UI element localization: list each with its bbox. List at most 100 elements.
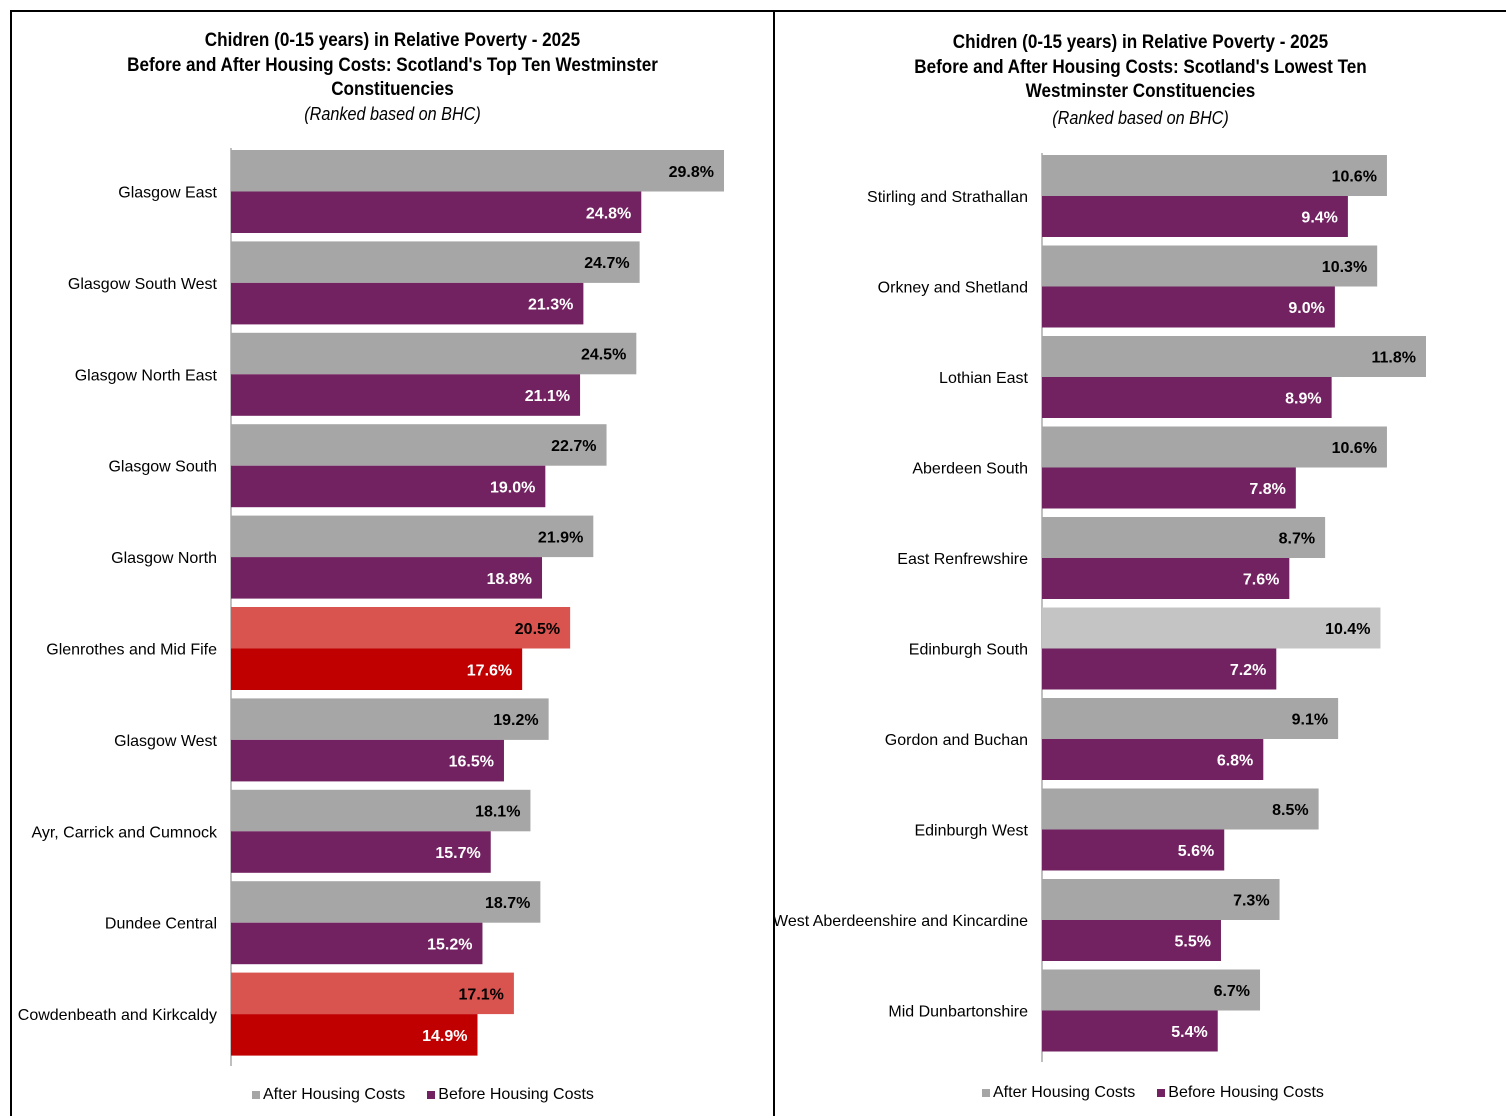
bar-before-housing-costs: [231, 922, 483, 965]
bar-before-housing-costs: [1042, 829, 1225, 871]
category-label: Lothian East: [939, 370, 1029, 387]
data-label-after: 22.7%: [551, 438, 596, 455]
data-label-after: 19.2%: [493, 712, 538, 729]
category-label: East Renfrewshire: [897, 551, 1028, 568]
data-label-before: 15.7%: [435, 845, 480, 862]
legend-swatch-before: [1157, 1089, 1166, 1097]
chart-legend: After Housing Costs Before Housing Costs: [252, 1086, 616, 1104]
bar-after-housing-costs: [231, 698, 549, 740]
legend-label-before: Before Housing Costs: [438, 1086, 594, 1103]
legend-label-after: After Housing Costs: [263, 1086, 406, 1103]
bar-after-housing-costs: [231, 332, 637, 375]
legend-swatch-before: [427, 1091, 436, 1099]
data-label-before: 5.5%: [1175, 934, 1211, 951]
category-label: Ayr, Carrick and Cumnock: [31, 824, 218, 841]
data-label-before: 7.2%: [1230, 662, 1266, 679]
bar-after-housing-costs: [1042, 788, 1319, 830]
chart-panel-top-ten: Chidren (0-15 years) in Relative Poverty…: [10, 10, 775, 1116]
bar-before-housing-costs: [1042, 920, 1221, 961]
bar-before-housing-costs: [1042, 558, 1290, 599]
bar-before-housing-costs: [231, 1014, 478, 1056]
category-label: Aberdeen South: [912, 461, 1028, 478]
bar-before-housing-costs: [231, 374, 581, 416]
data-label-before: 7.6%: [1243, 572, 1279, 589]
data-label-before: 8.9%: [1285, 391, 1321, 408]
bar-after-housing-costs: [1042, 517, 1326, 558]
chart-title-line-2: Before and After Housing Costs: Scotland…: [127, 54, 658, 76]
category-label: West Aberdeenshire and Kincardine: [773, 913, 1028, 930]
data-label-after: 10.6%: [1332, 440, 1377, 457]
bar-before-housing-costs: [1042, 196, 1348, 237]
category-label: Stirling and Strathallan: [867, 189, 1028, 206]
legend-label-before: Before Housing Costs: [1168, 1084, 1324, 1101]
data-label-before: 9.4%: [1301, 210, 1337, 227]
bar-after-housing-costs: [231, 881, 541, 923]
bar-before-housing-costs: [1042, 739, 1264, 780]
legend-item-after: After Housing Costs: [982, 1084, 1135, 1102]
category-label: Glasgow North East: [75, 367, 218, 384]
bar-after-housing-costs: [1042, 969, 1261, 1011]
data-label-before: 9.0%: [1288, 300, 1324, 317]
bar-before-housing-costs: [1042, 1010, 1218, 1052]
bar-before-housing-costs: [1042, 467, 1296, 509]
bar-before-housing-costs: [231, 739, 504, 782]
bar-after-housing-costs: [1042, 698, 1339, 739]
data-label-before: 6.8%: [1217, 753, 1253, 770]
data-label-before: 21.1%: [525, 388, 570, 405]
data-label-before: 16.5%: [449, 754, 494, 771]
bar-after-housing-costs: [1042, 245, 1378, 287]
bar-before-housing-costs: [231, 465, 546, 508]
data-label-before: 5.6%: [1178, 843, 1214, 860]
bar-after-housing-costs: [1042, 879, 1280, 920]
data-label-after: 11.8%: [1372, 350, 1416, 367]
category-label: Glenrothes and Mid Fife: [46, 642, 217, 659]
bar-before-housing-costs: [231, 557, 543, 599]
chart-title-line-1: Chidren (0-15 years) in Relative Poverty…: [952, 32, 1329, 53]
bar-before-housing-costs: [231, 282, 584, 325]
chart-title-line-1: Chidren (0-15 years) in Relative Poverty…: [204, 30, 581, 51]
bar-after-housing-costs: [1042, 607, 1381, 649]
bar-after-housing-costs: [231, 607, 571, 649]
chart-title-line-3: Westminster Constituencies: [1025, 81, 1256, 102]
chart-legend: After Housing Costs Before Housing Costs: [982, 1084, 1346, 1102]
category-label: Orkney and Shetland: [878, 280, 1028, 297]
chart-title-line-2: Before and After Housing Costs: Scotland…: [914, 56, 1367, 78]
category-label: Glasgow West: [114, 733, 217, 750]
data-label-before: 15.2%: [427, 936, 472, 953]
category-label: Glasgow East: [118, 185, 217, 202]
data-label-after: 10.4%: [1325, 621, 1370, 638]
data-label-after: 6.7%: [1214, 983, 1250, 1000]
category-label: Mid Dunbartonshire: [888, 1004, 1028, 1021]
bar-after-housing-costs: [231, 150, 724, 192]
data-label-after: 29.8%: [669, 164, 714, 181]
category-label: Gordon and Buchan: [885, 732, 1028, 749]
bar-before-housing-costs: [231, 648, 523, 690]
chart-title: Chidren (0-15 years) in Relative Poverty…: [50, 29, 735, 103]
chart-subtitle: (Ranked based on BHC): [1052, 108, 1229, 128]
legend-item-before: Before Housing Costs: [427, 1086, 594, 1104]
data-label-before: 7.8%: [1249, 481, 1285, 498]
data-label-after: 10.3%: [1322, 259, 1367, 276]
data-label-before: 19.0%: [490, 479, 535, 496]
chart-title-line-3: Constituencies: [331, 79, 454, 100]
data-label-after: 18.1%: [475, 804, 520, 821]
data-label-before: 17.6%: [467, 662, 512, 679]
bar-before-housing-costs: [231, 191, 642, 233]
legend-item-after: After Housing Costs: [252, 1086, 405, 1104]
bar-after-housing-costs: [231, 424, 607, 466]
legend-item-before: Before Housing Costs: [1157, 1084, 1324, 1102]
legend-swatch-after: [252, 1091, 260, 1099]
bar-before-housing-costs: [1042, 286, 1335, 328]
data-label-after: 24.7%: [584, 255, 629, 272]
category-label: Glasgow North: [111, 550, 217, 567]
data-label-before: 18.8%: [487, 571, 532, 588]
data-label-after: 9.1%: [1292, 712, 1328, 729]
data-label-after: 10.6%: [1332, 169, 1377, 186]
chart-subtitle: (Ranked based on BHC): [304, 104, 481, 124]
category-label: Edinburgh South: [909, 642, 1028, 659]
legend-label-after: After Housing Costs: [993, 1084, 1136, 1101]
category-label: Dundee Central: [105, 916, 217, 933]
data-label-after: 18.7%: [485, 895, 530, 912]
data-label-after: 20.5%: [515, 621, 560, 638]
data-label-after: 8.5%: [1272, 802, 1308, 819]
